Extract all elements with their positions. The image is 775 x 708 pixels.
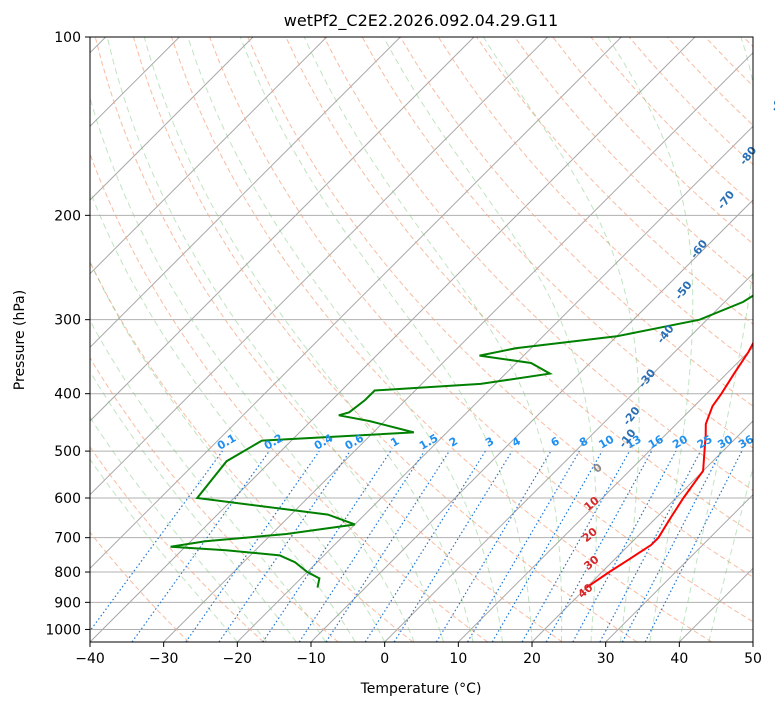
mixing-ratio-line bbox=[466, 450, 580, 642]
moist-adiabat bbox=[90, 370, 297, 642]
x-axis-title: Temperature (°C) bbox=[360, 681, 482, 697]
isotherm-line bbox=[90, 37, 549, 496]
x-tick-label: 40 bbox=[670, 651, 688, 667]
dry-adiabat bbox=[171, 37, 712, 642]
x-tick-label: −20 bbox=[223, 651, 253, 667]
mixing-ratio-line bbox=[521, 450, 631, 642]
mixing-ratio-line bbox=[572, 450, 677, 642]
moist-adiabat bbox=[383, 37, 597, 642]
x-tick-label: 20 bbox=[523, 651, 541, 667]
isotherm-line bbox=[90, 37, 475, 422]
x-axis-ticks: −40 −30 −20 −10 0 10 20 30 40 50 bbox=[75, 642, 762, 667]
dry-adiabat bbox=[514, 37, 753, 285]
isotherm-lines bbox=[90, 37, 753, 642]
dewpoint-profile-line bbox=[170, 294, 753, 588]
moist-adiabat bbox=[239, 37, 533, 642]
x-tick-label: 50 bbox=[744, 651, 762, 667]
mixing-ratio-line bbox=[435, 450, 552, 642]
y-axis-title: Pressure (hPa) bbox=[12, 290, 28, 390]
x-tick-label: −40 bbox=[75, 651, 105, 667]
dry-adiabat bbox=[437, 37, 753, 366]
moist-adiabat bbox=[187, 37, 503, 642]
y-tick-label: 400 bbox=[54, 387, 81, 403]
moist-adiabat bbox=[90, 458, 238, 642]
mixing-ratio-lines bbox=[90, 450, 743, 642]
y-tick-label: 300 bbox=[54, 313, 81, 329]
isotherm-line bbox=[457, 346, 753, 642]
mixing-ratio-line bbox=[218, 450, 351, 642]
isotherm-line bbox=[90, 37, 254, 201]
dry-adiabat bbox=[285, 37, 753, 535]
chart-title: wetPf2_C2E2.2026.092.04.29.G11 bbox=[284, 11, 558, 31]
y-tick-label: 500 bbox=[54, 444, 81, 460]
y-tick-label: 1000 bbox=[45, 622, 81, 638]
isotherm-line bbox=[384, 272, 753, 642]
isotherm-line bbox=[236, 125, 753, 642]
dry-adiabat-label: -90 bbox=[768, 90, 775, 114]
x-tick-label: −10 bbox=[296, 651, 326, 667]
isotherm-line bbox=[531, 420, 753, 642]
dry-adiabat bbox=[209, 37, 753, 623]
x-tick-label: 0 bbox=[380, 651, 389, 667]
mixing-ratio-line bbox=[491, 450, 603, 642]
dry-adiabat bbox=[90, 531, 190, 642]
mixing-ratio-line bbox=[325, 450, 450, 642]
isotherm-line bbox=[90, 37, 328, 275]
moist-adiabat bbox=[90, 189, 386, 642]
dry-adiabat bbox=[247, 37, 753, 578]
plot-area bbox=[90, 37, 753, 642]
moist-adiabat bbox=[607, 37, 694, 642]
moist-adiabat bbox=[482, 37, 640, 642]
y-tick-label: 900 bbox=[54, 595, 81, 611]
moist-adiabat bbox=[303, 37, 563, 642]
dry-adiabat bbox=[132, 37, 638, 642]
dry-adiabat bbox=[399, 37, 753, 407]
moist-adiabat bbox=[90, 260, 356, 642]
dry-adiabat bbox=[90, 446, 264, 642]
moist-adiabat bbox=[90, 96, 415, 642]
x-tick-label: 10 bbox=[449, 651, 467, 667]
moist-adiabat bbox=[106, 37, 445, 642]
mixing-ratio-line bbox=[185, 450, 320, 642]
mixing-ratio-line bbox=[545, 450, 653, 642]
x-tick-label: 30 bbox=[597, 651, 615, 667]
dry-adiabat bbox=[361, 37, 753, 449]
y-tick-label: 600 bbox=[54, 491, 81, 507]
y-tick-label: 200 bbox=[54, 208, 81, 224]
dry-adiabat bbox=[323, 37, 753, 491]
y-tick-label: 800 bbox=[54, 565, 81, 581]
isotherm-line bbox=[163, 51, 753, 642]
y-tick-label: 700 bbox=[54, 531, 81, 547]
plot-frame bbox=[89, 36, 754, 643]
dry-adiabat bbox=[94, 37, 563, 642]
mixing-ratio-line bbox=[393, 450, 513, 642]
moist-adiabat bbox=[678, 37, 753, 642]
mixing-ratio-line bbox=[364, 450, 486, 642]
y-tick-label: 100 bbox=[54, 30, 81, 46]
moist-adiabat bbox=[90, 319, 327, 642]
x-tick-label: −30 bbox=[149, 651, 179, 667]
moist-adiabat-lines bbox=[90, 37, 753, 642]
isotherm-line bbox=[90, 37, 622, 570]
isotherm-line bbox=[605, 493, 753, 642]
dry-adiabat bbox=[90, 260, 414, 642]
moist-adiabat bbox=[708, 466, 753, 642]
y-axis-ticks: 100 200 300 400 500 600 700 800 900 1000 bbox=[45, 30, 90, 638]
dry-adiabat bbox=[90, 356, 339, 642]
isotherm-line bbox=[90, 37, 401, 349]
dry-adiabat bbox=[90, 152, 488, 642]
moist-adiabat bbox=[90, 416, 268, 642]
isotherm-line bbox=[90, 37, 696, 642]
dry-adiabat-lines bbox=[90, 37, 753, 642]
